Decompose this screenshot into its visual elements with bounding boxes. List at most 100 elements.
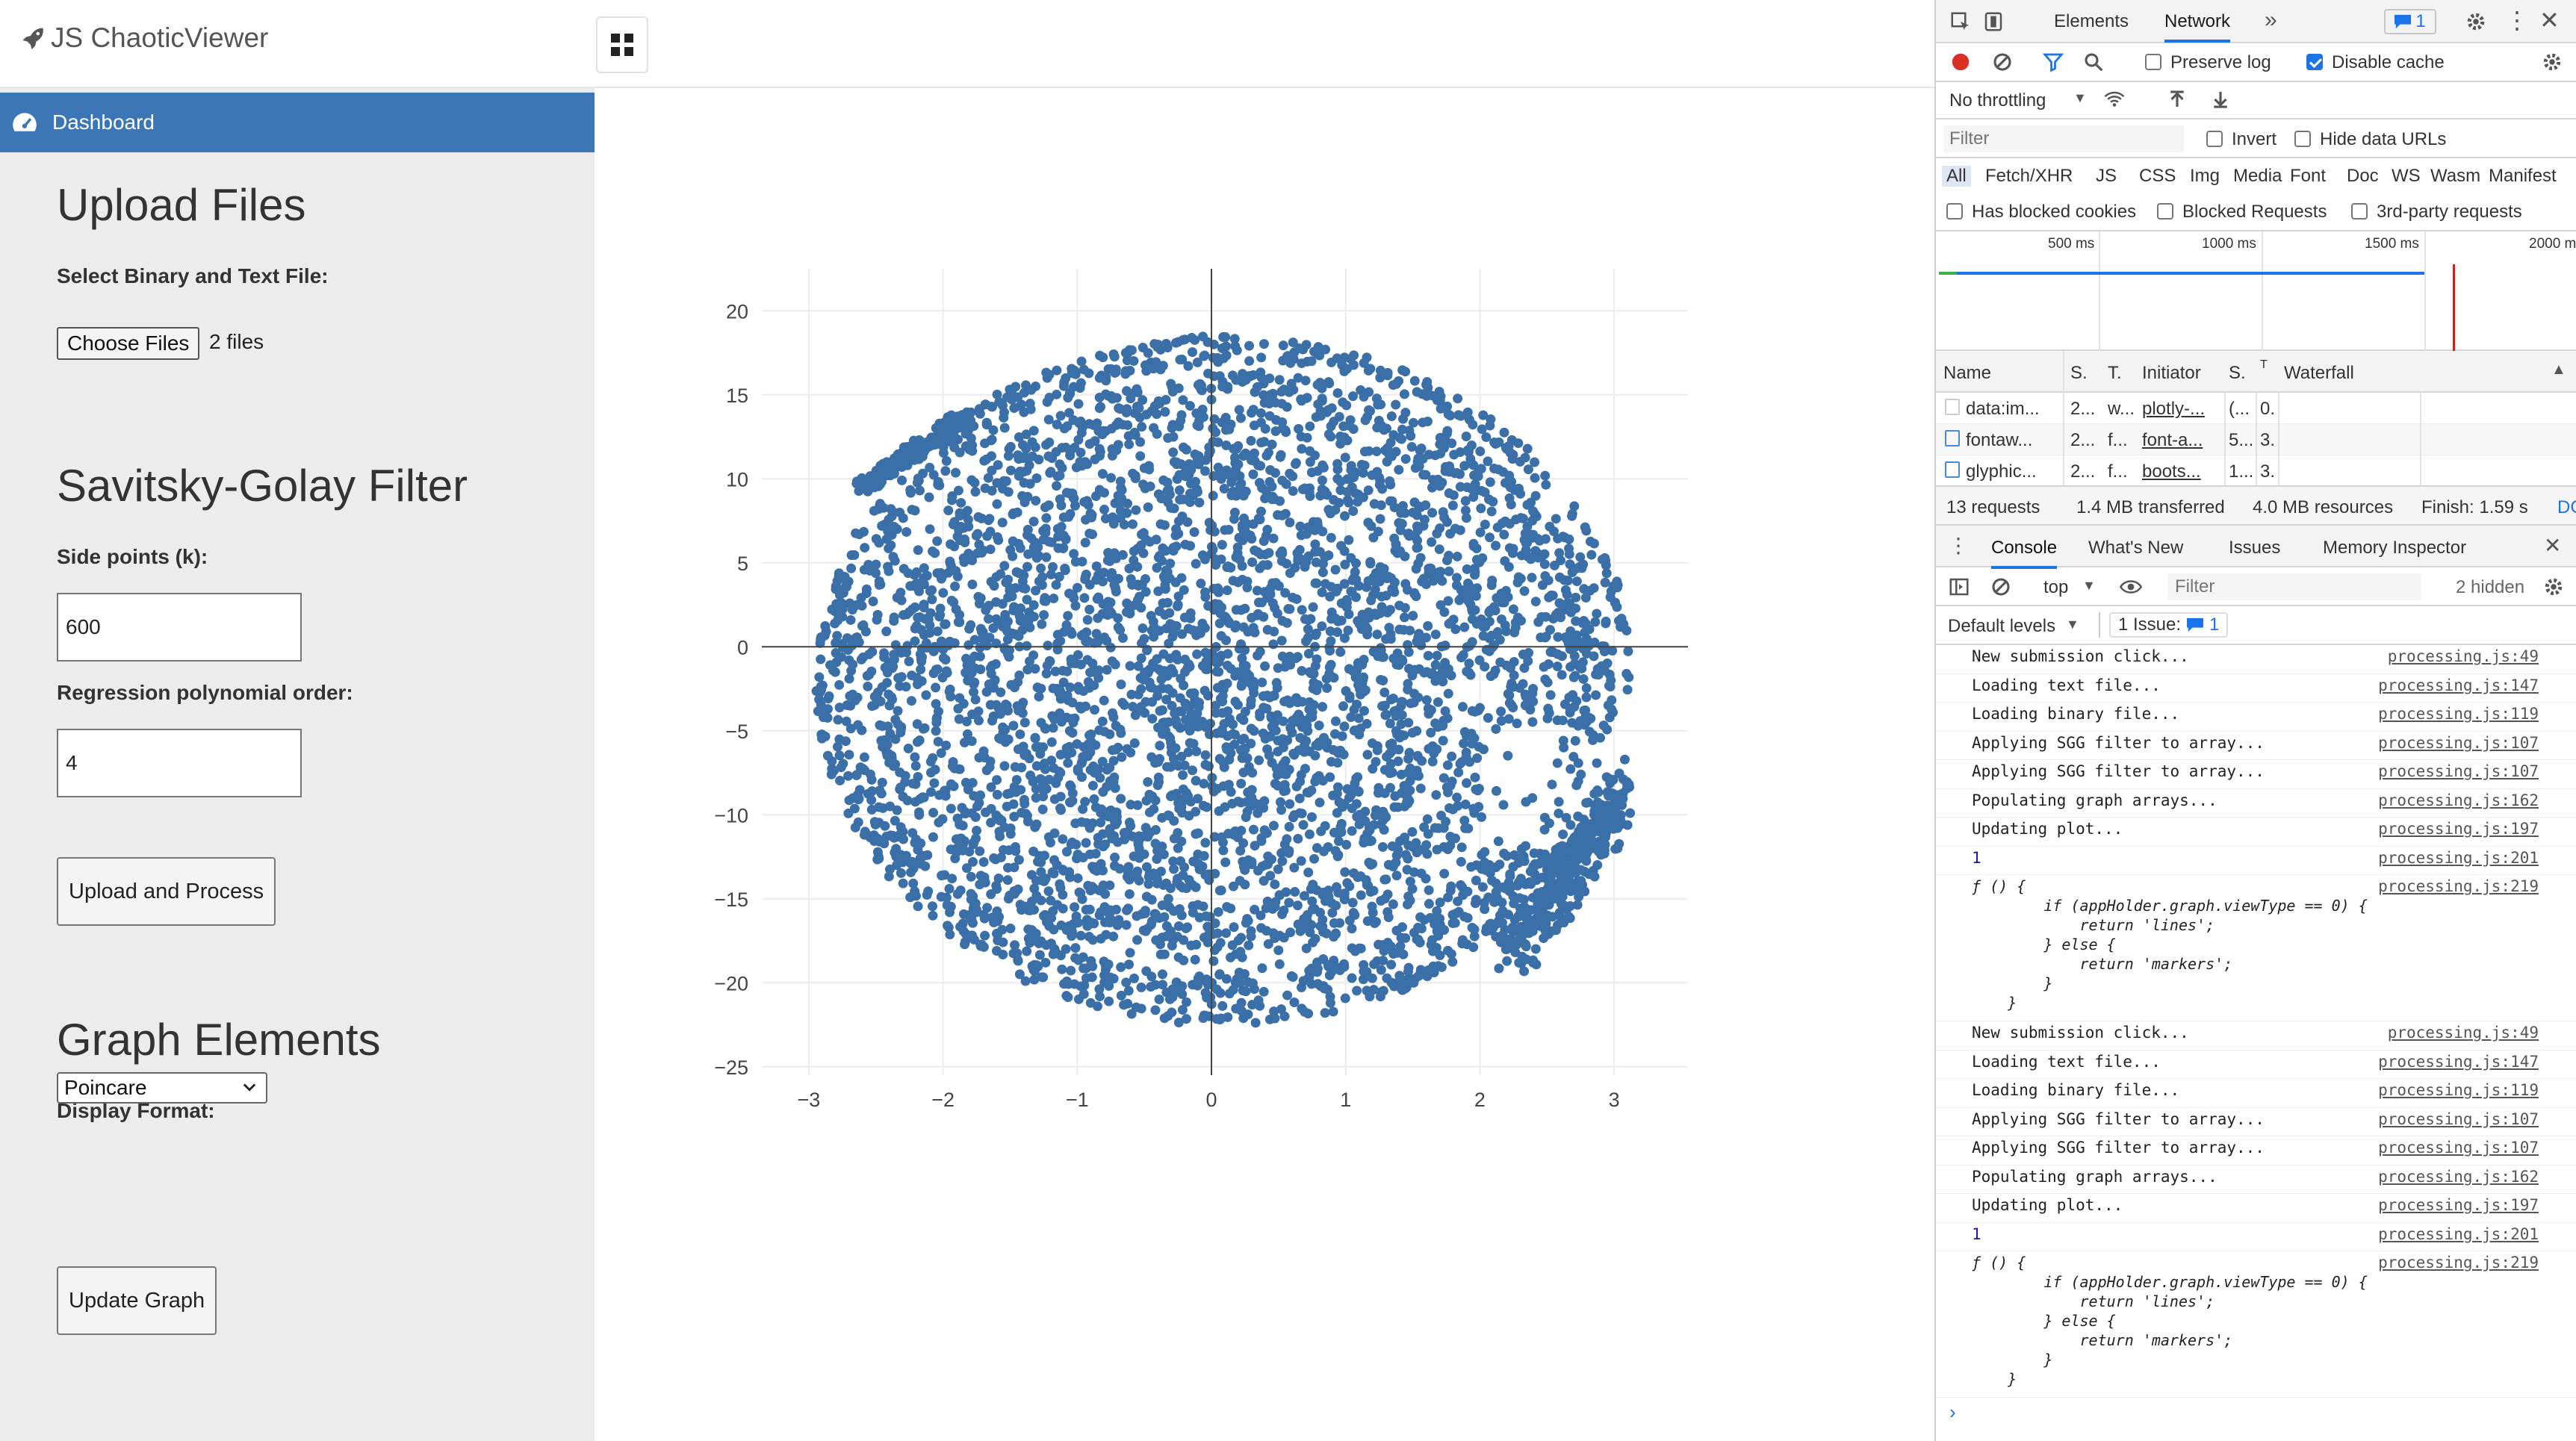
data-point	[1312, 517, 1323, 527]
data-point	[1161, 565, 1172, 576]
data-point	[1122, 871, 1132, 882]
data-point	[1123, 348, 1133, 358]
data-point	[1173, 383, 1184, 393]
data-point	[1043, 641, 1053, 651]
data-point	[1096, 933, 1106, 944]
data-point	[1217, 343, 1227, 354]
data-point	[1268, 639, 1279, 650]
data-point	[1023, 549, 1034, 559]
data-point	[986, 818, 996, 828]
data-point	[1476, 503, 1486, 514]
data-point	[955, 447, 965, 458]
data-point	[1360, 806, 1371, 817]
data-point	[1063, 393, 1073, 403]
data-point	[1359, 460, 1370, 470]
data-point	[1193, 828, 1203, 838]
side-points-input[interactable]	[57, 593, 302, 662]
data-point	[1058, 834, 1068, 844]
data-point	[1504, 543, 1515, 553]
sidebar-item-dashboard[interactable]: Dashboard	[0, 93, 595, 152]
data-point	[1121, 920, 1132, 930]
data-point	[1343, 625, 1353, 635]
data-point	[1306, 467, 1317, 478]
data-point	[1460, 496, 1471, 506]
data-point	[1063, 611, 1073, 621]
data-point	[874, 538, 884, 548]
data-point	[1234, 405, 1244, 415]
data-point	[1208, 470, 1219, 481]
data-point	[1385, 718, 1395, 729]
data-point	[1235, 845, 1246, 856]
data-point	[1116, 728, 1126, 738]
data-point	[1275, 496, 1285, 506]
data-point	[912, 737, 922, 747]
data-point	[981, 687, 992, 697]
data-point	[1151, 935, 1161, 945]
data-point	[1026, 385, 1037, 395]
choose-files-button[interactable]: Choose Files	[57, 327, 200, 360]
data-point	[1011, 583, 1021, 594]
data-point	[1099, 695, 1109, 706]
data-point	[1149, 339, 1160, 349]
data-point	[1026, 925, 1037, 936]
data-point	[1063, 992, 1073, 1003]
data-point	[1250, 627, 1260, 638]
data-point	[1116, 679, 1126, 690]
data-point	[1492, 593, 1502, 603]
data-point	[1474, 741, 1484, 752]
upload-process-button[interactable]: Upload and Process	[57, 857, 276, 926]
data-point	[1416, 640, 1427, 650]
data-point	[1122, 744, 1132, 754]
data-point	[1197, 861, 1208, 871]
data-point	[834, 611, 844, 621]
data-point	[1310, 539, 1320, 550]
data-point	[1254, 478, 1264, 488]
data-point	[1289, 862, 1300, 873]
data-point	[1294, 343, 1305, 353]
data-point	[1084, 932, 1094, 942]
data-point	[848, 659, 858, 670]
data-point	[1066, 782, 1076, 792]
data-point	[1149, 804, 1159, 815]
format-select[interactable]: Poincare	[57, 1072, 267, 1104]
data-point	[1046, 569, 1056, 579]
data-point	[1619, 754, 1630, 765]
data-point	[1182, 997, 1192, 1007]
brand[interactable]: JS ChaoticViewer	[19, 22, 268, 54]
data-point	[1230, 452, 1241, 463]
data-point	[1543, 703, 1554, 714]
data-point	[1086, 512, 1096, 523]
data-point	[1057, 964, 1067, 974]
data-point	[1205, 718, 1215, 729]
data-point	[1194, 497, 1205, 508]
data-point	[1456, 856, 1466, 867]
data-point	[1202, 802, 1212, 812]
data-point	[1402, 899, 1412, 909]
data-point	[1037, 804, 1048, 815]
data-point	[1070, 818, 1081, 829]
data-point	[1396, 719, 1406, 729]
data-point	[1385, 782, 1395, 793]
data-point	[991, 614, 1002, 624]
data-point	[1168, 620, 1179, 631]
data-point	[1516, 853, 1527, 863]
data-point	[943, 567, 954, 578]
data-point	[910, 761, 921, 771]
update-graph-button[interactable]: Update Graph	[57, 1266, 217, 1335]
data-point	[1076, 447, 1086, 458]
data-point	[1135, 437, 1146, 447]
data-point	[1236, 479, 1247, 489]
data-point	[903, 744, 913, 754]
data-point	[1138, 395, 1148, 405]
sidebar-toggle-button[interactable]	[596, 16, 648, 73]
data-point	[1005, 788, 1016, 798]
data-point	[919, 792, 929, 803]
data-point	[834, 750, 845, 761]
data-point	[1503, 909, 1514, 920]
data-point	[1571, 563, 1582, 573]
data-point	[927, 901, 937, 912]
data-point	[1427, 482, 1437, 493]
data-point	[966, 871, 976, 882]
order-input[interactable]	[57, 729, 302, 797]
